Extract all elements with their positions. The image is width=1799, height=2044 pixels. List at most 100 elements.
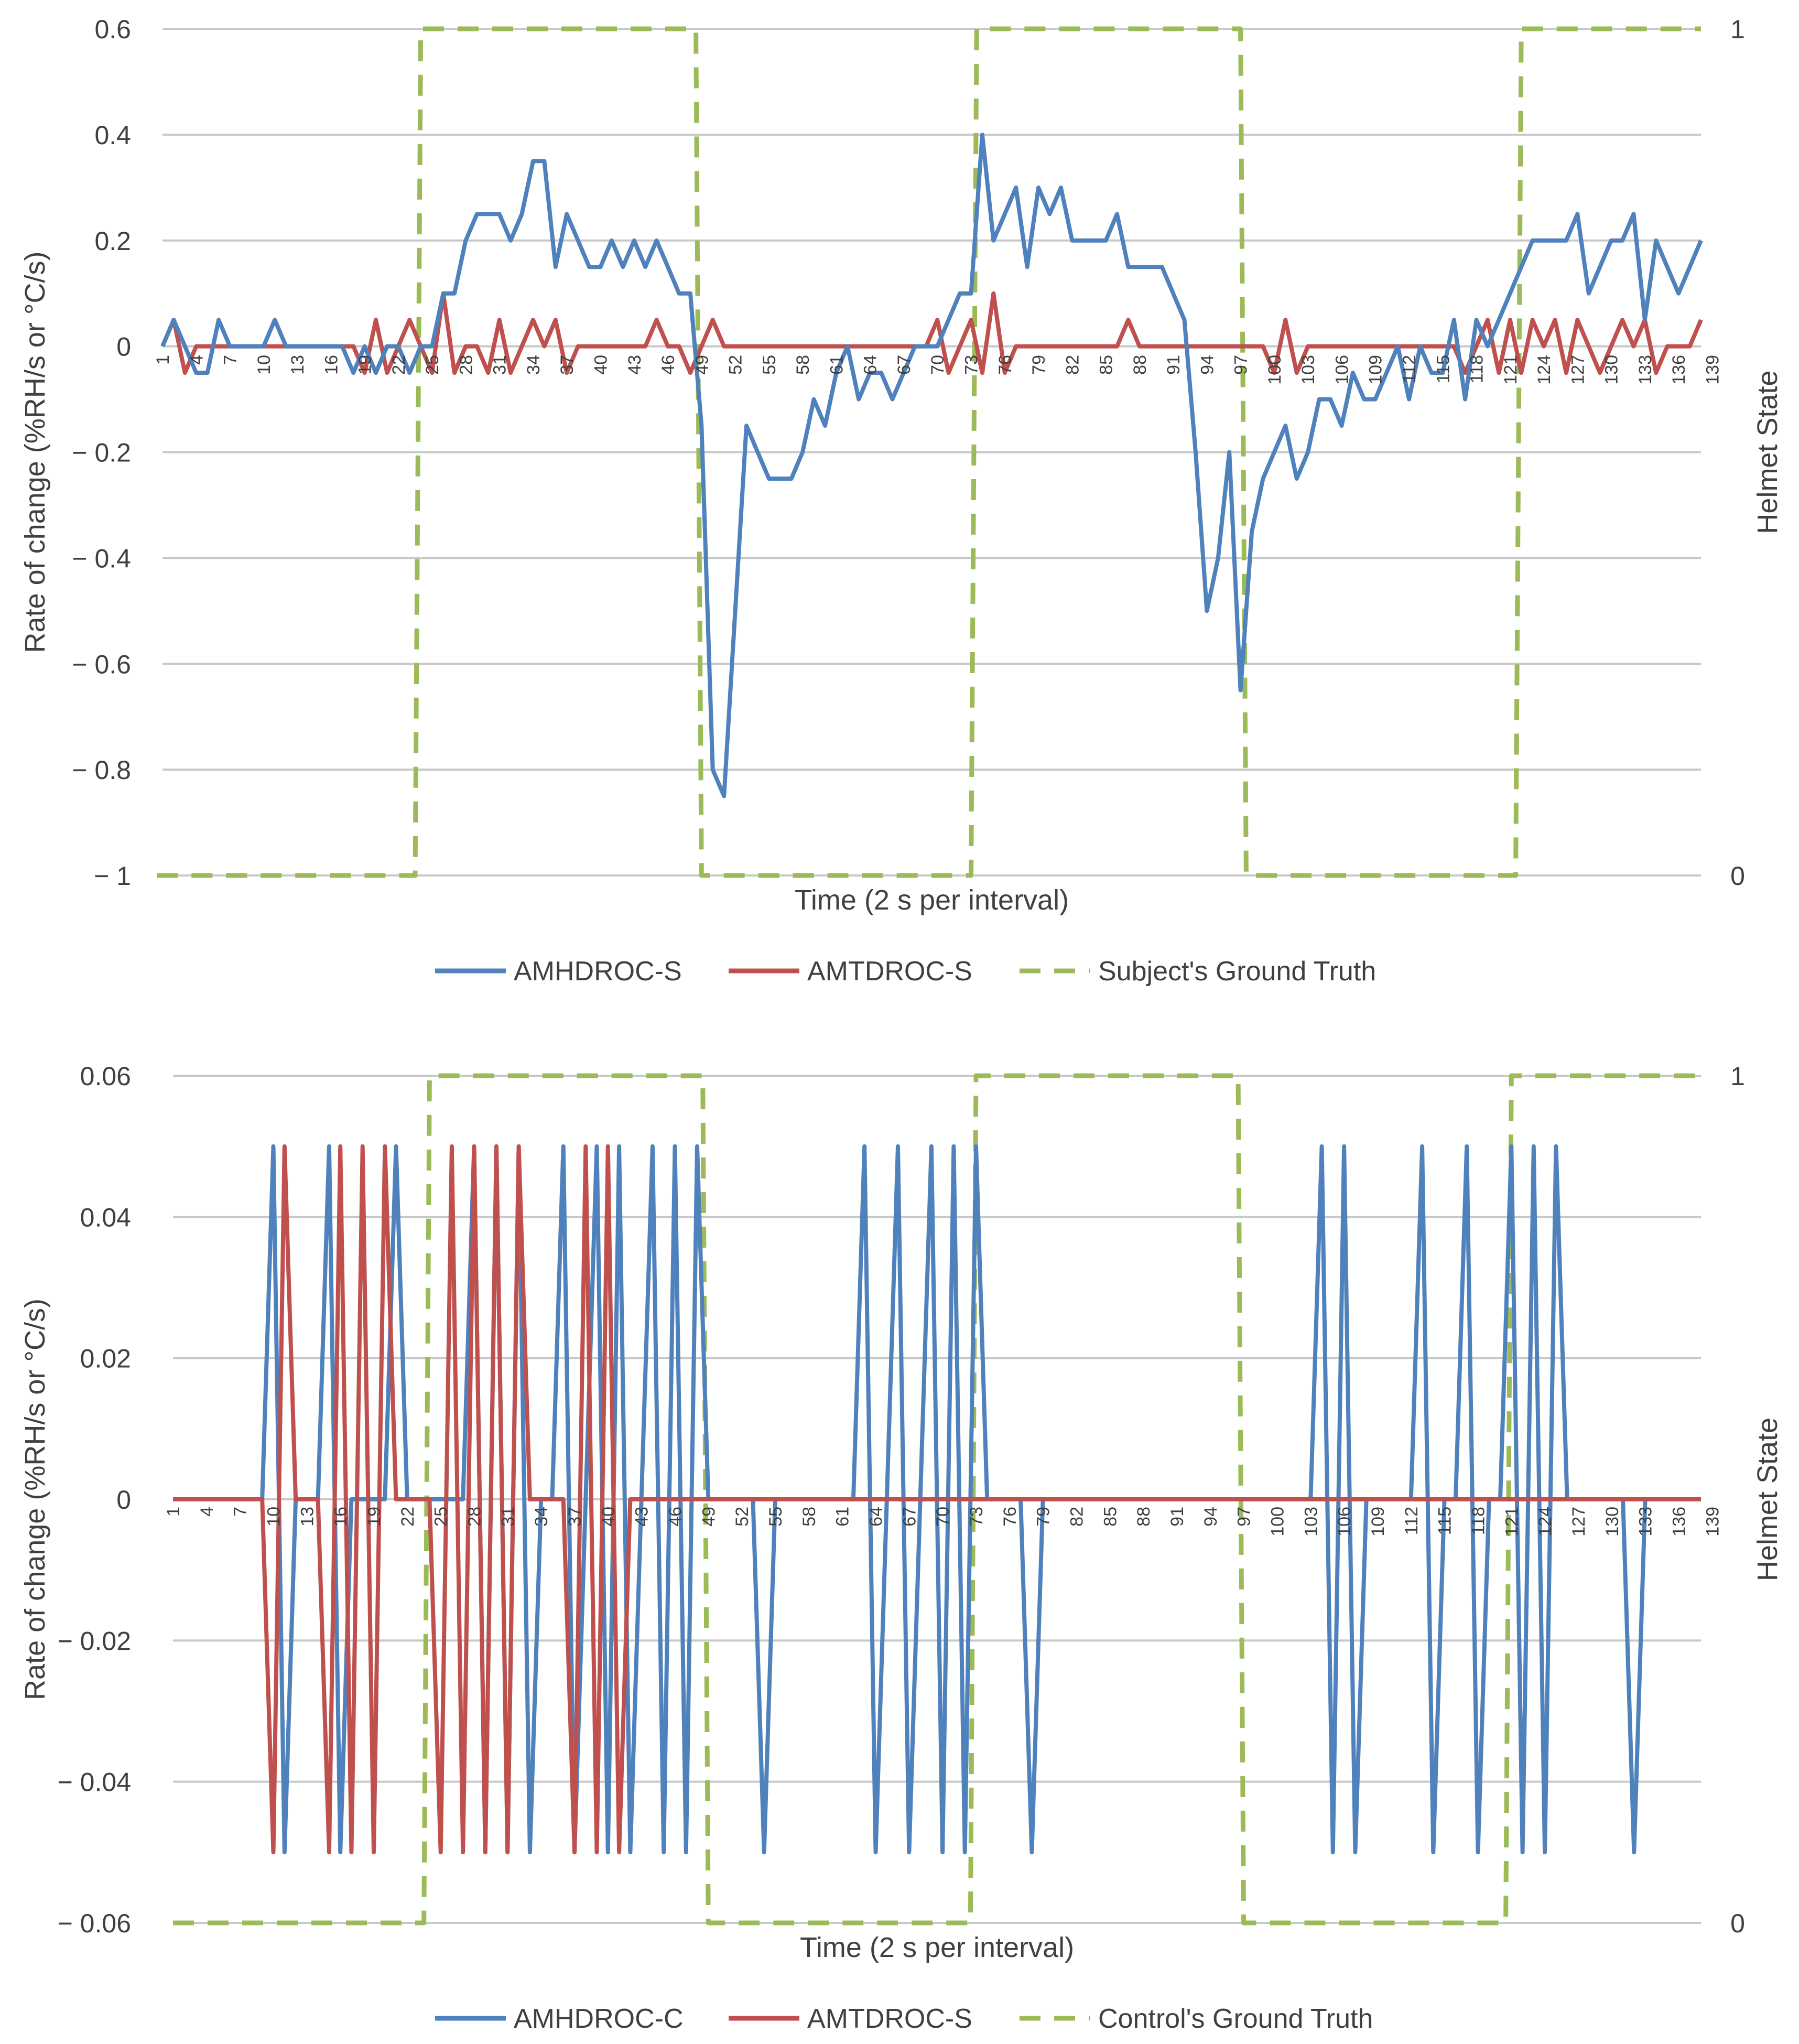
x-tick-label: 4 <box>187 355 207 365</box>
x-tick-label: 61 <box>827 355 847 375</box>
x-tick-label: 139 <box>1703 1507 1722 1537</box>
legend: AMHDROC-C AMTDROC-S Control's Ground Truth <box>435 2004 1373 2034</box>
x-tick-label: 139 <box>1703 355 1722 385</box>
x-tick-label: 64 <box>861 355 881 375</box>
x-tick-label: 118 <box>1467 355 1487 383</box>
x-tick-label: 34 <box>524 355 544 375</box>
x-tick-label: 49 <box>699 1507 719 1527</box>
y-axis-label: Rate of change (%RH/s or °C/s) <box>19 1299 51 1700</box>
x-axis-label: Time (2 s per interval) <box>800 1932 1074 1963</box>
y-tick-label: 0.4 <box>94 121 131 150</box>
x-tick-label: 88 <box>1130 355 1150 375</box>
x-tick-label: 19 <box>355 355 375 375</box>
x-tick-label: 82 <box>1067 1507 1087 1527</box>
x-tick-label: 52 <box>732 1507 752 1527</box>
x-tick-label: 112 <box>1400 355 1419 383</box>
x-tick-label: 25 <box>422 355 442 375</box>
x-tick-label: 130 <box>1602 355 1622 385</box>
x-tick-label: 1 <box>153 355 173 365</box>
x-tick-label: 10 <box>254 355 274 375</box>
x-tick-label: 88 <box>1134 1507 1154 1527</box>
x-tick-label: 85 <box>1097 355 1117 375</box>
x-tick-label: 136 <box>1669 1507 1689 1537</box>
x-tick-label: 94 <box>1201 1507 1221 1527</box>
legend-label: AMHDROC-C <box>514 2004 684 2034</box>
x-tick-label: 46 <box>658 355 678 375</box>
x-tick-label: 115 <box>1433 355 1453 383</box>
legend-label: AMHDROC-S <box>514 956 682 987</box>
y-tick-label: 0 <box>116 332 131 362</box>
x-tick-label: 67 <box>900 1507 919 1527</box>
x-tick-label: 37 <box>565 1507 585 1527</box>
x-tick-label: 52 <box>726 355 746 375</box>
x-tick-label: 94 <box>1197 355 1217 375</box>
y-tick-label: − 0.02 <box>58 1626 131 1656</box>
x-tick-label: 109 <box>1366 355 1386 385</box>
y2-tick-label: 1 <box>1730 1062 1745 1091</box>
x-tick-label: 91 <box>1164 355 1184 375</box>
x-tick-label: 73 <box>961 355 981 375</box>
x-tick-label: 76 <box>1000 1507 1020 1527</box>
x-tick-label: 16 <box>331 1507 351 1527</box>
x-tick-label: 34 <box>532 1507 551 1527</box>
y2-tick-label: 0 <box>1730 1909 1745 1938</box>
x-tick-label: 55 <box>766 1507 786 1527</box>
legend-label: Subject's Ground Truth <box>1098 956 1376 987</box>
legend-label: AMTDROC-S <box>807 2004 972 2034</box>
x-tick-label: 127 <box>1569 1507 1589 1537</box>
series-line-subject-s-ground-truth <box>157 26 1701 878</box>
secondary-y-axis-label: Helmet State <box>1752 370 1783 534</box>
x-tick-label: 127 <box>1568 355 1588 385</box>
x-tick-label: 130 <box>1602 1507 1622 1537</box>
x-tick-label: 28 <box>456 355 476 375</box>
y2-tick-label: 0 <box>1730 861 1745 891</box>
x-tick-label: 37 <box>557 355 577 375</box>
x-tick-label: 43 <box>625 355 645 375</box>
x-tick-label: 136 <box>1669 355 1689 385</box>
x-tick-label: 4 <box>197 1507 217 1517</box>
y-tick-label: 0.04 <box>80 1203 131 1232</box>
x-tick-label: 31 <box>498 1507 518 1527</box>
legend: AMHDROC-S AMTDROC-S Subject's Ground Truth <box>435 956 1376 987</box>
x-tick-label: 106 <box>1335 1507 1354 1537</box>
legend-label: AMTDROC-S <box>807 956 972 987</box>
y2-tick-label: 1 <box>1730 15 1745 44</box>
y-axis-label: Rate of change (%RH/s or °C/s) <box>19 252 51 653</box>
x-tick-label: 7 <box>231 1507 251 1517</box>
x-tick-label: 46 <box>665 1507 685 1527</box>
y-tick-label: 0.2 <box>94 226 131 256</box>
y-tick-label: − 0.8 <box>72 755 131 785</box>
y-tick-label: 0.06 <box>80 1062 131 1091</box>
x-tick-label: 73 <box>967 1507 987 1527</box>
x-tick-label: 79 <box>1034 1507 1054 1527</box>
y-tick-label: − 0.04 <box>58 1768 131 1797</box>
x-tick-label: 64 <box>866 1507 886 1527</box>
y-tick-label: − 0.2 <box>72 438 131 468</box>
x-tick-label: 100 <box>1265 355 1285 385</box>
x-tick-label: 25 <box>431 1507 451 1527</box>
series-line-amtdroc-s <box>160 291 1703 375</box>
x-tick-label: 1 <box>164 1507 183 1517</box>
x-tick-label: 85 <box>1100 1507 1120 1527</box>
x-tick-label: 100 <box>1267 1507 1287 1537</box>
y-tick-label: 0.02 <box>80 1344 131 1374</box>
x-tick-label: 49 <box>692 355 712 375</box>
secondary-y-axis-label: Helmet State <box>1752 1418 1783 1581</box>
x-tick-label: 55 <box>760 355 779 375</box>
x-tick-label: 70 <box>933 1507 953 1527</box>
x-tick-label: 16 <box>321 355 341 375</box>
y-tick-label: 0 <box>116 1485 131 1515</box>
x-tick-label: 112 <box>1402 1507 1422 1535</box>
y-tick-label: − 0.4 <box>72 544 131 573</box>
x-tick-label: 133 <box>1636 1507 1656 1537</box>
legend-label: Control's Ground Truth <box>1098 2004 1373 2034</box>
x-tick-label: 43 <box>632 1507 652 1527</box>
y-tick-label: 0.6 <box>94 15 131 44</box>
x-tick-label: 19 <box>364 1507 384 1527</box>
x-tick-label: 124 <box>1535 1507 1555 1537</box>
control-chart: 0.060.040.020− 0.02− 0.04− 0.06 10 1 4 7 10… <box>19 1062 1783 2034</box>
x-tick-label: 61 <box>833 1507 853 1527</box>
x-tick-label: 13 <box>297 1507 317 1527</box>
